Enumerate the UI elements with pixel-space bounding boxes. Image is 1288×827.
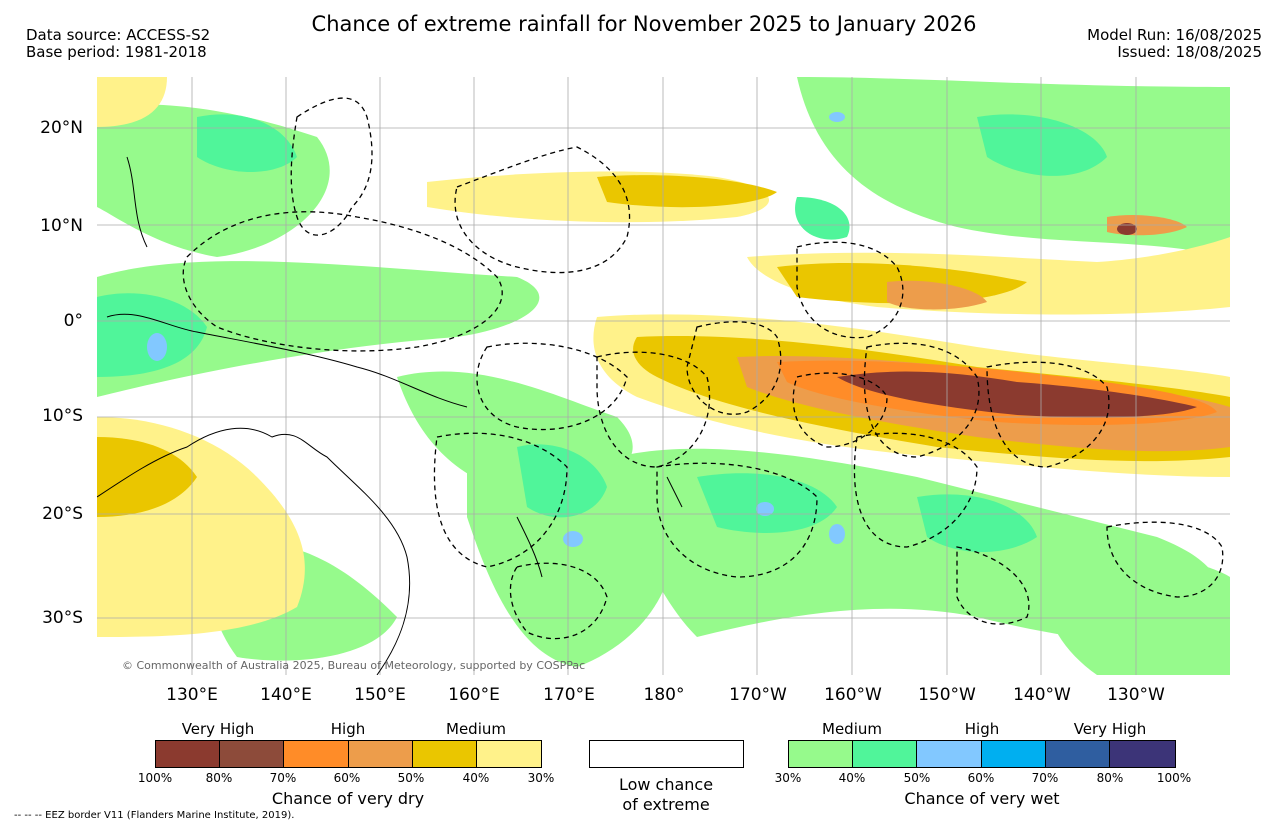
dry-swatch-4 bbox=[348, 741, 413, 767]
dry-legend-very-high: Very High bbox=[181, 720, 255, 738]
dry-tick: 30% bbox=[527, 771, 555, 785]
rainfall-map bbox=[97, 77, 1230, 675]
wet-tick: 80% bbox=[1096, 771, 1124, 785]
lat-label-0: 0° bbox=[63, 311, 83, 331]
dry-swatch-1 bbox=[156, 741, 221, 767]
wet-swatch-6 bbox=[1109, 741, 1175, 767]
map-canvas bbox=[97, 77, 1230, 675]
lon-label-160e: 160°E bbox=[448, 685, 500, 705]
wet-tick: 100% bbox=[1156, 771, 1192, 785]
lon-label-150e: 150°E bbox=[354, 685, 406, 705]
low-chance-line1: Low chance bbox=[618, 775, 714, 794]
dry-tick: 40% bbox=[462, 771, 490, 785]
dry-swatch-6 bbox=[476, 741, 542, 767]
wet-tick: 40% bbox=[838, 771, 866, 785]
wet-swatch-3 bbox=[917, 741, 982, 767]
issued-text: Issued: 18/08/2025 bbox=[1117, 43, 1262, 61]
lon-label-170w: 170°W bbox=[729, 685, 787, 705]
wet-colorbar bbox=[788, 740, 1176, 768]
model-run-block: Model Run: 16/08/2025 Issued: 18/08/2025 bbox=[1087, 27, 1262, 61]
wet-tick: 70% bbox=[1031, 771, 1059, 785]
dry-colorbar bbox=[155, 740, 542, 768]
lon-label-160w: 160°W bbox=[824, 685, 882, 705]
dry-legend-medium: Medium bbox=[446, 720, 506, 738]
lon-label-130e: 130°E bbox=[166, 685, 218, 705]
wet-swatch-2 bbox=[853, 741, 918, 767]
wet-tick: 30% bbox=[774, 771, 802, 785]
graticule bbox=[97, 77, 1230, 675]
lat-label-20s: 20°S bbox=[42, 504, 83, 524]
model-run-text: Model Run: 16/08/2025 bbox=[1087, 26, 1262, 44]
dry-tick: 80% bbox=[205, 771, 233, 785]
wet-legend-medium: Medium bbox=[822, 720, 882, 738]
eez-borders bbox=[182, 97, 1224, 640]
dry-tick: 100% bbox=[137, 771, 173, 785]
wet-legend-label: Chance of very wet bbox=[904, 789, 1060, 808]
data-source-text: Data source: ACCESS-S2 bbox=[26, 26, 211, 44]
lon-label-130w: 130°W bbox=[1107, 685, 1165, 705]
low-chance-line2: of extreme bbox=[622, 795, 710, 814]
wet-swatch-1 bbox=[789, 741, 854, 767]
lat-label-20n: 20°N bbox=[40, 118, 83, 138]
data-source-block: Data source: ACCESS-S2 Base period: 1981… bbox=[26, 27, 210, 61]
low-chance-label: Low chance of extreme bbox=[619, 775, 713, 815]
dry-tick: 50% bbox=[397, 771, 425, 785]
lat-label-30s: 30°S bbox=[42, 608, 83, 628]
dry-swatch-2 bbox=[220, 741, 285, 767]
wet-swatch-5 bbox=[1045, 741, 1110, 767]
lon-label-180: 180° bbox=[643, 685, 685, 705]
lon-label-150w: 150°W bbox=[918, 685, 976, 705]
lon-label-170e: 170°E bbox=[543, 685, 595, 705]
lat-label-10s: 10°S bbox=[42, 406, 83, 426]
dry-tick: 70% bbox=[269, 771, 297, 785]
wet-tick: 50% bbox=[903, 771, 931, 785]
page-title: Chance of extreme rainfall for November … bbox=[311, 12, 977, 36]
wet-swatch-4 bbox=[981, 741, 1046, 767]
base-period-text: Base period: 1981-2018 bbox=[26, 43, 207, 61]
dry-legend-label: Chance of very dry bbox=[271, 789, 425, 808]
wet-legend-high: High bbox=[964, 720, 1000, 738]
dry-tick: 60% bbox=[333, 771, 361, 785]
wet-tick: 60% bbox=[967, 771, 995, 785]
low-chance-swatch bbox=[589, 740, 744, 768]
dry-very-high-areas bbox=[837, 223, 1197, 418]
dry-legend-high: High bbox=[330, 720, 366, 738]
lat-label-10n: 10°N bbox=[40, 216, 83, 236]
wet-legend-very-high: Very High bbox=[1073, 720, 1147, 738]
dry-swatch-5 bbox=[412, 741, 477, 767]
lon-label-140w: 140°W bbox=[1013, 685, 1071, 705]
coastlines bbox=[97, 156, 683, 675]
copyright-text: © Commonwealth of Australia 2025, Bureau… bbox=[122, 659, 586, 672]
lon-label-140e: 140°E bbox=[260, 685, 312, 705]
dry-swatch-3 bbox=[284, 741, 349, 767]
eez-border-note: -- -- -- EEZ border V11 (Flanders Marine… bbox=[14, 810, 295, 821]
